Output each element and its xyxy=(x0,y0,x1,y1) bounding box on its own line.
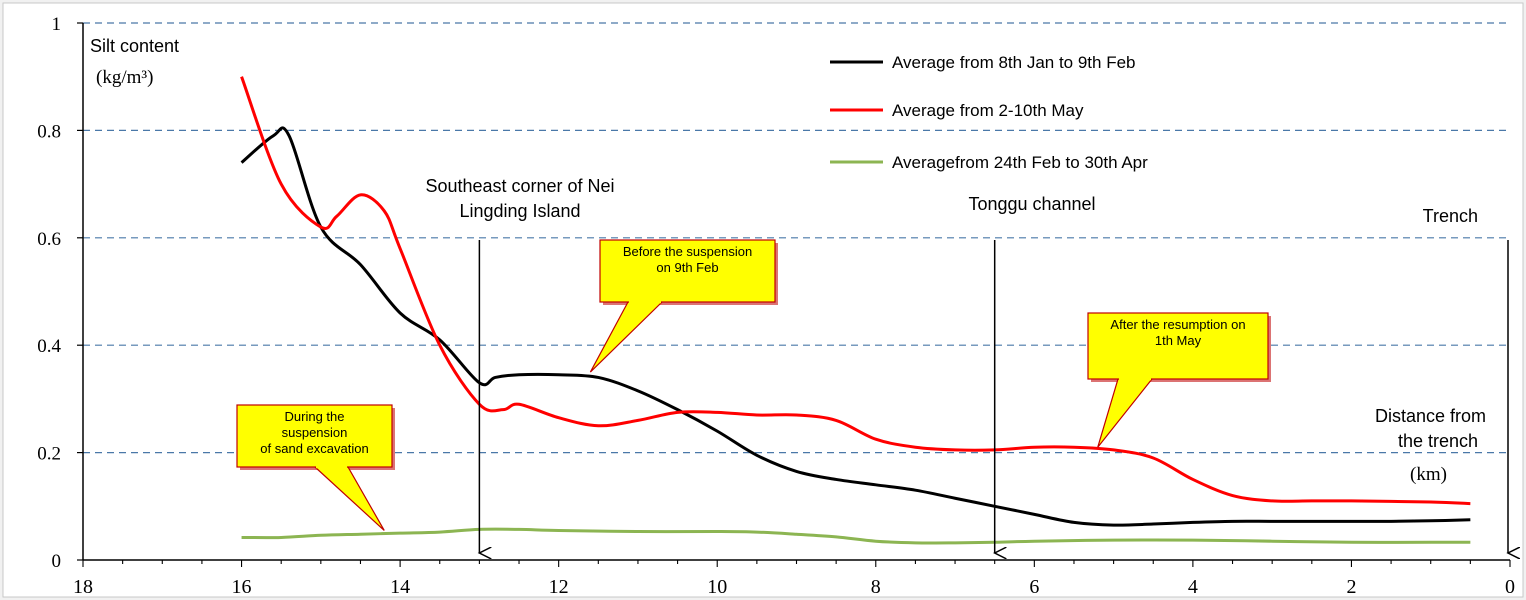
legend-label: Averagefrom 24th Feb to 30th Apr xyxy=(892,153,1148,172)
gridlines xyxy=(83,22,1510,454)
x-tick-label: 14 xyxy=(390,576,410,598)
marker-label: Southeast corner of Nei Lingding Island xyxy=(425,176,614,221)
legend-label: Average from 2-10th May xyxy=(892,101,1084,120)
callout-text: After the resumption on 1th May xyxy=(1110,317,1245,348)
callout-text: During the suspension of sand excavation xyxy=(260,409,368,456)
callout: After the resumption on 1th May xyxy=(1087,312,1271,448)
x-tick-label: 2 xyxy=(1346,576,1356,598)
y-tick-label: 1 xyxy=(52,14,62,35)
series-line-3 xyxy=(241,527,1471,545)
callout: Before the suspension on 9th Feb xyxy=(589,239,778,373)
location-markers: Southeast corner of Nei Lingding Island To… xyxy=(425,176,1508,553)
x-tick-label: 18 xyxy=(73,576,93,598)
series-lines xyxy=(240,76,1471,545)
x-tick-label: 16 xyxy=(232,576,252,598)
x-axis-unit: (km) xyxy=(1410,464,1447,485)
y-tick-label: 0.6 xyxy=(37,229,61,250)
y-tick-label: 0 xyxy=(52,551,62,572)
series-line-1 xyxy=(240,126,1471,527)
x-tick-labels: 18 16 14 12 10 8 6 4 2 0 xyxy=(73,576,1515,598)
x-axis-label: Distance from the trench xyxy=(1375,406,1486,451)
legend: Average from 8th Jan to 9th Feb Average f… xyxy=(830,53,1148,172)
marker-label: Trench xyxy=(1423,206,1478,226)
y-tick-label: 0.8 xyxy=(37,121,61,142)
callout: During the suspension of sand excavation xyxy=(236,404,395,531)
x-tick-label: 6 xyxy=(1029,576,1039,598)
x-tick-label: 0 xyxy=(1505,576,1515,598)
x-tick-label: 10 xyxy=(707,576,727,598)
x-tick-label: 4 xyxy=(1188,576,1198,598)
legend-label: Average from 8th Jan to 9th Feb xyxy=(892,53,1136,72)
x-tick-label: 12 xyxy=(549,576,569,598)
axes xyxy=(77,22,1511,567)
y-tick-labels: 0 0.2 0.4 0.6 0.8 1 xyxy=(37,14,61,572)
y-axis-unit: (kg/m³) xyxy=(96,67,153,88)
x-tick-label: 8 xyxy=(871,576,881,598)
y-tick-label: 0.4 xyxy=(37,336,61,357)
callouts: During the suspension of sand excavation Be… xyxy=(236,239,1271,531)
series-line-2 xyxy=(240,76,1471,506)
marker-label: Tonggu channel xyxy=(968,194,1095,214)
callout-text: Before the suspension on 9th Feb xyxy=(623,244,752,275)
y-axis-label: Silt content xyxy=(90,36,179,56)
y-tick-label: 0.2 xyxy=(37,444,61,465)
